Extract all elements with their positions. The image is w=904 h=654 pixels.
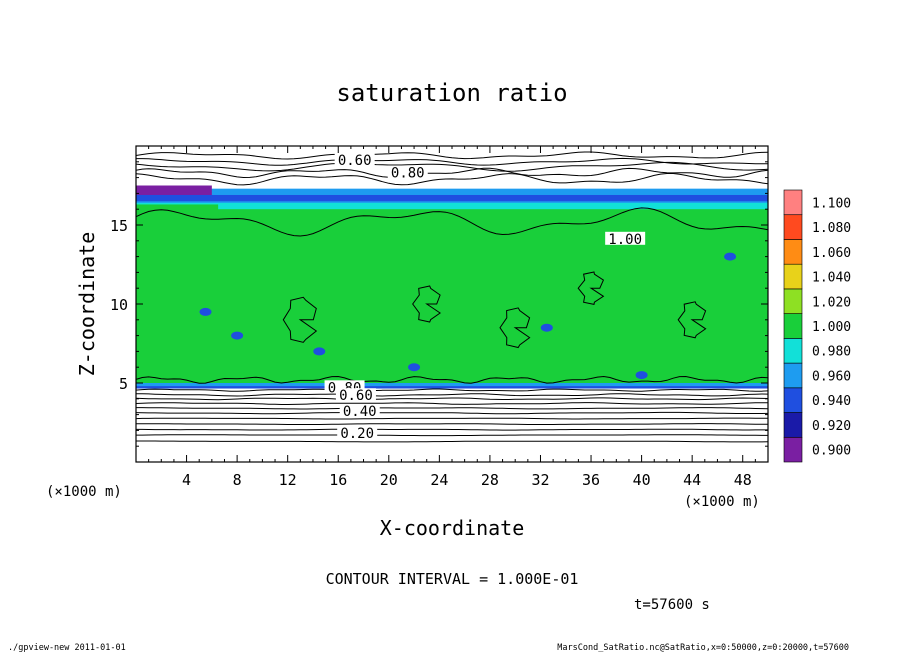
contour-line [136,440,769,443]
contour-label-bg [334,152,375,166]
contour-label-bg [605,231,646,245]
contour-label-bg [387,165,428,179]
contour-label: 0.40 [343,404,377,420]
x-unit-label: (×1000 m) [684,494,760,510]
colorbar-label: 1.060 [812,246,851,261]
contour-line [135,161,769,172]
contour-line [136,434,768,437]
colorbar-swatch [783,239,803,265]
colorbar-label: 0.980 [812,345,851,360]
x-tick-label: 48 [734,471,752,489]
contour-label: 0.60 [339,388,373,404]
contour-line [135,397,769,401]
time-label: t=57600 s [634,597,710,613]
colorbar-label: 1.100 [812,196,851,211]
plot-area: 0.600.801.000.800.600.400.20 [135,145,769,463]
contour-label: 1.00 [608,232,642,248]
contour-line [136,428,768,431]
field-core [136,204,768,383]
x-tick-label: 40 [633,471,651,489]
y-axis: 5 10 15 [110,145,768,463]
contour-line [136,407,769,410]
field-upper-band-cyan [136,202,768,210]
colorbar-swatch [783,387,803,413]
colorbar-label: 0.900 [812,444,851,459]
x-tick-label: 4 [182,471,191,489]
contour-label: 0.60 [338,153,372,169]
contour-line [135,402,768,405]
x-tick-label: 28 [481,471,499,489]
x-tick-label: 44 [683,471,701,489]
contour-line [499,307,531,349]
x-tick-label: 24 [430,471,448,489]
colorbar-swatch [783,288,803,314]
colorbar-swatch [783,436,803,463]
colorbar-swatch [783,362,803,389]
colorbar-swatch [783,214,803,240]
field-blob [313,347,326,356]
x-tick-label: 12 [279,471,297,489]
contour-line [135,388,769,392]
contour-line [136,393,769,397]
contour-line [135,375,769,384]
colorbar-swatch [783,313,803,339]
contour-line [282,296,318,343]
colorbar-label: 1.040 [812,271,851,286]
contour-line [136,423,768,425]
x-tick-label: 8 [233,471,242,489]
colorbar-label: 0.940 [812,394,851,409]
colorbar-swatch [783,189,803,216]
footer-left: ./gpview-new 2011-01-01 [8,643,126,653]
colorbar-label: 1.080 [812,221,851,236]
x-tick-label: 32 [531,471,549,489]
x-tick-label: 16 [329,471,347,489]
contour-line [135,207,769,237]
footer-right: MarsCond_SatRatio.nc@SatRatio,x=0:50000,… [557,643,849,653]
field-upper-band-purple [136,185,212,195]
contour-label: 0.80 [391,165,425,181]
contour-label-bg [335,388,376,402]
colorbar-swatch [783,338,803,364]
contour-line [135,411,769,415]
field-blob [199,307,212,316]
field-blob [540,323,553,332]
field-upper-band-dark [136,194,768,202]
field-blob [408,363,421,372]
colorbar-label: 0.920 [812,419,851,434]
field-core-top [136,204,219,225]
y-axis-label: Z-coordinate [75,232,99,377]
contour-line [412,285,441,323]
y-tick-label: 5 [119,375,128,393]
colorbar-swatch [783,412,803,438]
field-blob [724,252,737,261]
colorbar-swatch [783,263,803,290]
field-lower-band-dark [136,386,768,389]
contour-line [135,167,769,179]
contour-line [677,301,707,339]
colorbar-label: 1.020 [812,295,851,310]
field-blob [231,331,244,340]
contour-label-bg [337,426,378,440]
contour-interval: CONTOUR INTERVAL = 1.000E-01 [326,570,579,588]
x-tick-label: 36 [582,471,600,489]
chart-title: saturation ratio [336,79,567,107]
colorbar-label: 1.000 [812,320,851,335]
contour-label-bg [339,404,380,418]
contour-line [135,173,769,186]
y-unit-label: (×1000 m) [46,484,122,500]
x-axis: 4 8 12 16 20 24 28 32 36 40 44 48 [135,146,769,489]
colorbar-label: 0.960 [812,369,851,384]
y-tick-label: 10 [110,296,128,314]
x-tick-label: 20 [380,471,398,489]
x-axis-label: X-coordinate [380,516,525,540]
contour-label: 0.20 [340,426,374,442]
contour-line [577,271,605,305]
contour-line [135,417,769,420]
y-tick-label: 15 [110,217,128,235]
contour-line [135,151,769,160]
colorbar: 0.900 0.920 0.940 0.960 0.980 1.000 1.020 1.040… [783,189,851,463]
field-blob [635,371,648,380]
field-lower-band [136,383,768,387]
